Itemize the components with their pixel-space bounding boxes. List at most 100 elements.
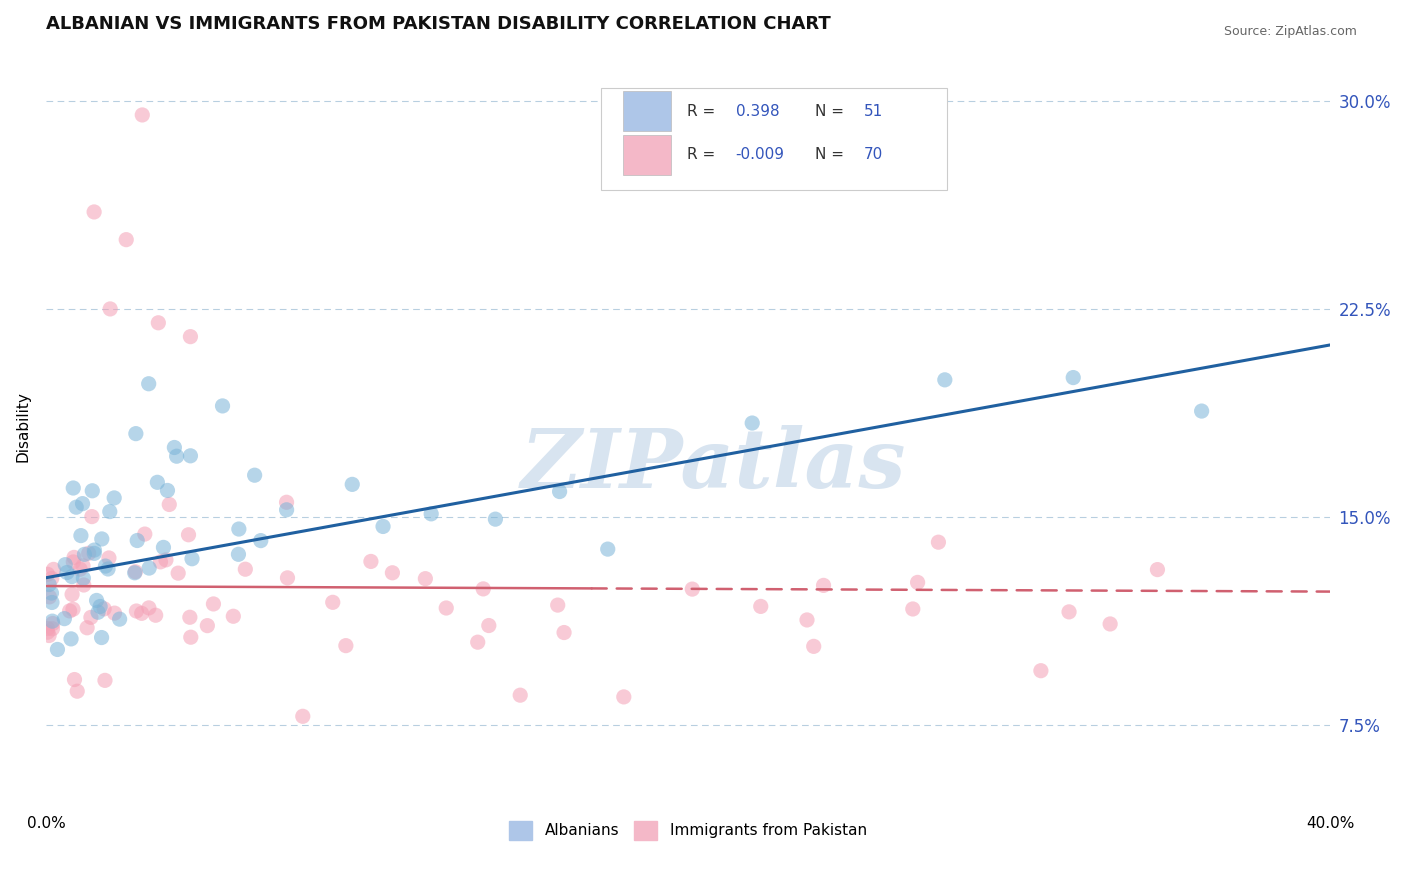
Point — [41, 622, 63, 636]
Point — [53, 558, 76, 572]
Point — [157, 498, 180, 512]
Text: ALBANIAN VS IMMIGRANTS FROM PAKISTAN DISABILITY CORRELATION CHART: ALBANIAN VS IMMIGRANTS FROM PAKISTAN DIS… — [46, 15, 831, 33]
Point — [179, 329, 201, 343]
Point — [222, 609, 245, 624]
Point — [796, 613, 818, 627]
Point — [60, 632, 83, 646]
Point — [124, 566, 146, 580]
Point — [72, 558, 94, 573]
Point — [360, 554, 382, 568]
Point — [195, 618, 218, 632]
Point — [681, 582, 703, 596]
Point — [87, 605, 110, 619]
Point — [86, 593, 108, 607]
Point — [1099, 617, 1122, 632]
Point — [76, 621, 98, 635]
Point — [56, 566, 79, 580]
Point — [97, 551, 120, 566]
Point — [60, 569, 83, 583]
Point — [59, 604, 82, 618]
FancyBboxPatch shape — [623, 91, 671, 131]
Point — [148, 316, 170, 330]
Point — [167, 566, 190, 581]
Text: N =: N = — [815, 103, 849, 119]
Point — [249, 533, 271, 548]
Point — [38, 628, 60, 642]
Point — [103, 606, 125, 620]
Point — [177, 528, 200, 542]
Point — [202, 597, 225, 611]
Point — [342, 477, 364, 491]
Text: N =: N = — [815, 147, 849, 162]
Point — [131, 108, 153, 122]
Point — [138, 600, 160, 615]
Point — [179, 610, 201, 624]
Point — [138, 376, 160, 391]
Point — [42, 616, 65, 631]
Point — [553, 625, 575, 640]
Point — [41, 586, 63, 600]
Point — [415, 572, 437, 586]
Point — [115, 233, 138, 247]
Point — [467, 635, 489, 649]
Point — [62, 481, 84, 495]
Text: 70: 70 — [863, 147, 883, 162]
Point — [69, 562, 91, 576]
Point — [37, 622, 59, 636]
Point — [38, 590, 60, 604]
Point — [37, 567, 59, 582]
Point — [62, 602, 84, 616]
Point — [41, 595, 63, 609]
Point — [596, 542, 619, 557]
Legend: Albanians, Immigrants from Pakistan: Albanians, Immigrants from Pakistan — [503, 815, 873, 846]
Point — [41, 614, 63, 628]
Point — [93, 602, 115, 616]
Point — [472, 582, 495, 596]
Point — [934, 373, 956, 387]
Text: Source: ZipAtlas.com: Source: ZipAtlas.com — [1223, 25, 1357, 38]
Point — [65, 500, 87, 515]
Point — [63, 673, 86, 687]
Point — [83, 546, 105, 560]
Point — [1062, 370, 1084, 384]
Point — [73, 578, 96, 592]
Text: 51: 51 — [863, 103, 883, 119]
Point — [163, 441, 186, 455]
Point — [478, 618, 501, 632]
FancyBboxPatch shape — [600, 87, 948, 191]
Point — [70, 528, 93, 542]
Text: -0.009: -0.009 — [735, 147, 785, 162]
Point — [152, 541, 174, 555]
Point — [901, 602, 924, 616]
Point — [131, 607, 153, 621]
Point — [1146, 563, 1168, 577]
Point — [547, 598, 569, 612]
FancyBboxPatch shape — [623, 135, 671, 175]
Point — [98, 301, 121, 316]
Point — [125, 604, 148, 618]
Point — [90, 532, 112, 546]
Point — [63, 550, 86, 565]
Point — [381, 566, 404, 580]
Point — [37, 625, 59, 640]
Point — [103, 491, 125, 505]
Point — [335, 639, 357, 653]
Point — [243, 468, 266, 483]
Point — [124, 565, 146, 579]
Point — [66, 684, 89, 698]
Point — [89, 599, 111, 614]
Point — [94, 673, 117, 688]
Point — [80, 509, 103, 524]
Point — [181, 551, 204, 566]
Point — [156, 483, 179, 498]
Point — [803, 640, 825, 654]
Point — [166, 449, 188, 463]
Text: 0.398: 0.398 — [735, 103, 779, 119]
Point — [77, 546, 100, 560]
Point — [228, 522, 250, 536]
Point — [108, 612, 131, 626]
Point — [73, 547, 96, 561]
Point — [149, 555, 172, 569]
Point — [41, 571, 63, 585]
Point — [90, 631, 112, 645]
